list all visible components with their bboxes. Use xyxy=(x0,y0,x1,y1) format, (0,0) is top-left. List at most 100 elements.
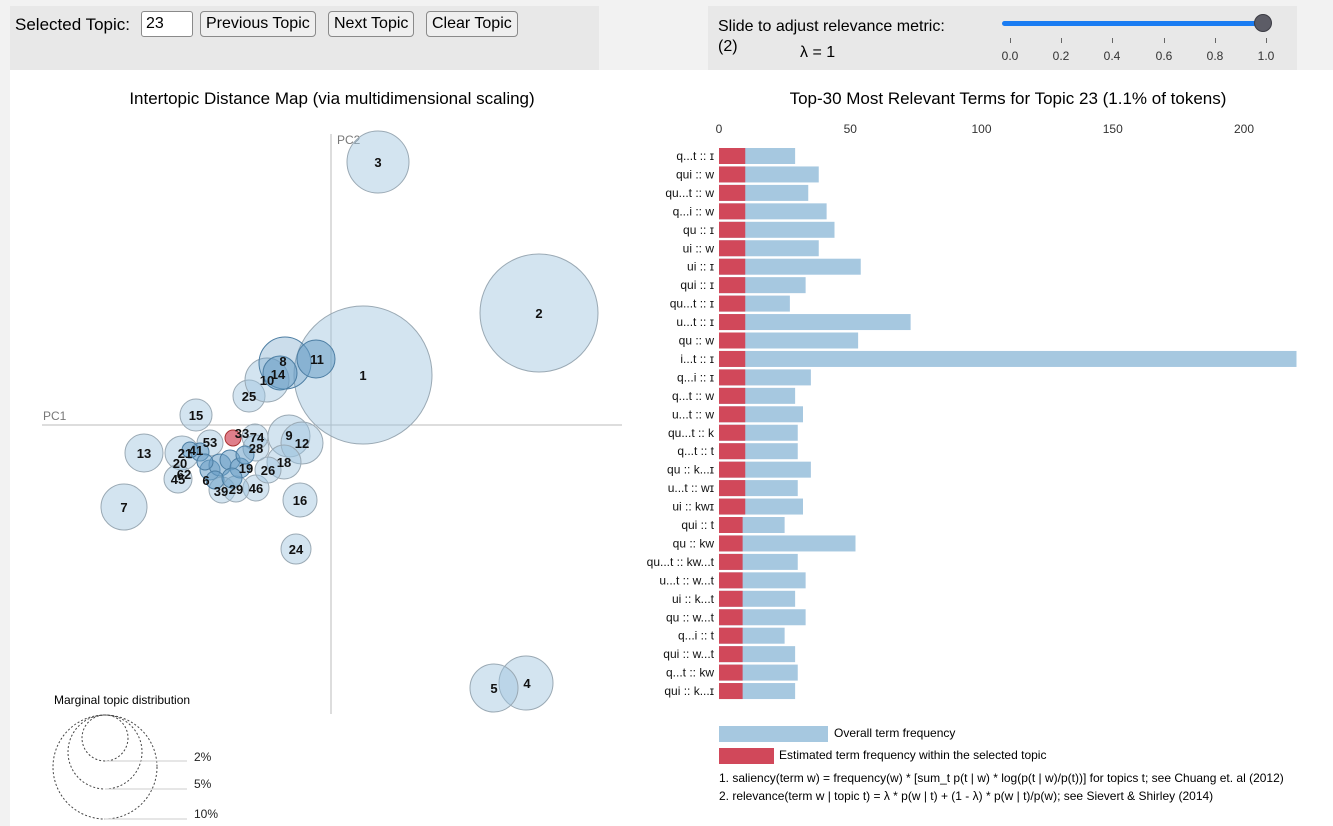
term-label[interactable]: qu...t :: k xyxy=(668,426,715,440)
overall-frequency-bar[interactable] xyxy=(719,535,856,552)
term-label[interactable]: u...t :: ɪ xyxy=(676,315,714,329)
terms-title: Top-30 Most Relevant Terms for Topic 23 … xyxy=(790,89,1227,108)
term-label[interactable]: q...t :: t xyxy=(677,444,714,458)
topic-circle-7[interactable] xyxy=(100,483,148,531)
topic-frequency-bar[interactable] xyxy=(719,295,746,312)
topic-circle-11[interactable] xyxy=(296,339,336,379)
topic-frequency-bar[interactable] xyxy=(719,221,746,238)
topic-frequency-bar[interactable] xyxy=(719,590,743,607)
term-label[interactable]: u...t :: wɪ xyxy=(668,481,714,495)
topic-frequency-bar[interactable] xyxy=(719,498,746,515)
overall-frequency-bar[interactable] xyxy=(719,221,835,238)
term-label[interactable]: q...i :: ɪ xyxy=(677,370,714,384)
term-label[interactable]: ui :: kwɪ xyxy=(672,500,714,514)
topic-circle-18[interactable] xyxy=(266,444,302,480)
topic-circle-16[interactable] xyxy=(282,482,318,518)
topic-circle-14[interactable] xyxy=(262,355,298,391)
topic-frequency-bar[interactable] xyxy=(719,406,746,423)
slider-tick-label: 0.8 xyxy=(1206,49,1224,63)
topic-frequency-bar[interactable] xyxy=(719,517,743,533)
term-label[interactable]: qu :: kw xyxy=(673,536,715,550)
topic-frequency-bar[interactable] xyxy=(719,148,746,164)
term-label[interactable]: q...t :: kw xyxy=(666,666,714,680)
term-label[interactable]: qu...t :: kw...t xyxy=(647,555,715,569)
topic-circle-j[interactable] xyxy=(196,453,214,471)
term-label[interactable]: ui :: ɪ xyxy=(687,260,714,274)
topic-frequency-bar[interactable] xyxy=(719,646,743,663)
term-label[interactable]: q...t :: w xyxy=(672,389,714,403)
term-label[interactable]: ui :: w xyxy=(683,241,715,255)
topic-frequency-bar[interactable] xyxy=(719,461,746,478)
topic-circle-i[interactable] xyxy=(181,441,199,459)
topic-frequency-bar[interactable] xyxy=(719,535,743,552)
term-label[interactable]: qu...t :: ɪ xyxy=(670,297,714,311)
topic-frequency-bar[interactable] xyxy=(719,572,743,589)
topic-circle-4[interactable] xyxy=(498,655,554,711)
topic-circle-f[interactable] xyxy=(221,467,243,489)
term-label[interactable]: ui :: k...t xyxy=(672,592,715,606)
topic-frequency-bar[interactable] xyxy=(719,664,743,681)
term-label[interactable]: qui :: ɪ xyxy=(680,278,714,292)
term-label[interactable]: q...t :: ɪ xyxy=(676,149,714,163)
topic-circle-26[interactable] xyxy=(254,456,282,484)
topic-frequency-bar[interactable] xyxy=(719,424,746,441)
term-label[interactable]: qu :: k...ɪ xyxy=(667,463,714,477)
topic-frequency-bar[interactable] xyxy=(719,332,746,349)
term-label[interactable]: qu...t :: w xyxy=(665,186,714,200)
selected-topic-input[interactable] xyxy=(141,11,193,37)
slider-tick xyxy=(1266,38,1267,43)
term-label[interactable]: q...i :: t xyxy=(678,629,715,643)
term-label[interactable]: u...t :: w xyxy=(672,407,714,421)
topic-frequency-bar[interactable] xyxy=(719,369,746,386)
topic-frequency-bar[interactable] xyxy=(719,443,746,460)
topic-frequency-bar[interactable] xyxy=(719,240,746,257)
topic-circle-13[interactable] xyxy=(124,433,164,473)
topic-frequency-bar[interactable] xyxy=(719,314,746,331)
overall-frequency-bar[interactable] xyxy=(719,350,1297,367)
overall-frequency-bar[interactable] xyxy=(719,332,859,349)
topic-frequency-bar[interactable] xyxy=(719,627,743,644)
term-label[interactable]: qui :: k...ɪ xyxy=(664,684,714,698)
term-label[interactable]: qu :: w...t xyxy=(666,610,715,624)
overall-frequency-bar[interactable] xyxy=(719,258,861,275)
term-label[interactable]: qui :: w xyxy=(676,167,714,181)
topic-frequency-bar[interactable] xyxy=(719,350,746,367)
axis-tick-label: 150 xyxy=(1103,122,1123,136)
topic-frequency-bar[interactable] xyxy=(719,184,746,201)
topic-frequency-bar[interactable] xyxy=(719,609,743,626)
next-topic-button[interactable]: Next Topic xyxy=(328,11,415,37)
term-label[interactable]: i...t :: ɪ xyxy=(680,352,714,366)
topic-frequency-bar[interactable] xyxy=(719,387,746,404)
topic-frequency-bar[interactable] xyxy=(719,480,746,497)
topic-frequency-bar[interactable] xyxy=(719,166,746,183)
topic-circle-12[interactable] xyxy=(280,421,324,465)
term-label[interactable]: q...i :: w xyxy=(673,204,715,218)
topic-circle-24[interactable] xyxy=(280,533,312,565)
topic-frequency-bar[interactable] xyxy=(719,258,746,275)
topic-frequency-bar[interactable] xyxy=(719,553,743,570)
relevance-slider-thumb[interactable] xyxy=(1254,14,1272,32)
topic-circle-23-selected[interactable] xyxy=(224,429,242,447)
overall-frequency-bar[interactable] xyxy=(719,203,827,220)
clear-topic-button[interactable]: Clear Topic xyxy=(426,11,518,37)
topic-circle-45[interactable] xyxy=(163,464,193,494)
previous-topic-button[interactable]: Previous Topic xyxy=(200,11,316,37)
topic-frequency-bar[interactable] xyxy=(719,203,746,220)
term-label[interactable]: qui :: w...t xyxy=(663,647,714,661)
topic-circle-2[interactable] xyxy=(479,253,599,373)
term-label[interactable]: u...t :: w...t xyxy=(659,573,714,587)
topic-circle-g[interactable] xyxy=(235,445,255,465)
relevance-slider-track[interactable] xyxy=(1002,21,1260,26)
topic-circle-15[interactable] xyxy=(179,398,213,432)
term-label[interactable]: qu :: w xyxy=(679,334,715,348)
term-label[interactable]: qui :: t xyxy=(681,518,714,532)
topic-frequency-bar[interactable] xyxy=(719,277,746,294)
topic-frequency-bar[interactable] xyxy=(719,683,743,700)
topic-circle-25[interactable] xyxy=(232,379,266,413)
topic-circle-3[interactable] xyxy=(346,130,410,194)
topic-circle-74[interactable] xyxy=(241,423,269,451)
axis-tick-label: 100 xyxy=(971,122,991,136)
term-label[interactable]: qu :: ɪ xyxy=(683,223,714,237)
topic-circle-5[interactable] xyxy=(469,663,519,713)
overall-frequency-bar[interactable] xyxy=(719,314,911,331)
